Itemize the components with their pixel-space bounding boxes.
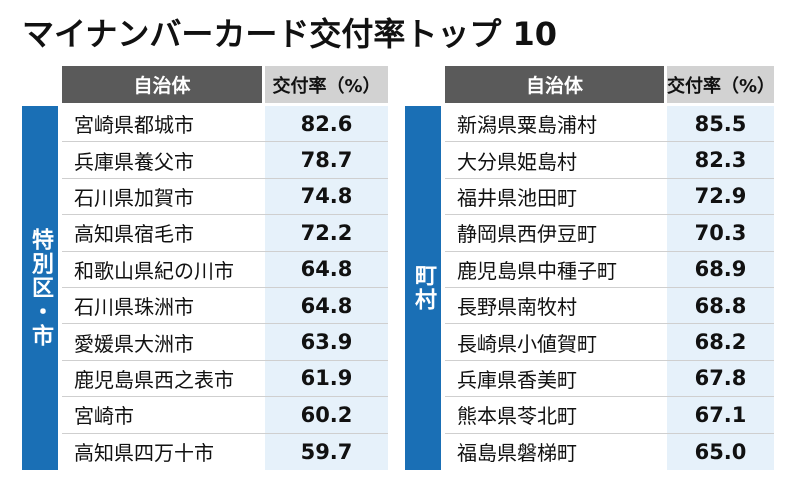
municipality-name: 大分県姫島村	[457, 149, 577, 174]
municipality-name: 鹿児島県中種子町	[457, 258, 617, 283]
municipality-name: 石川県珠洲市	[74, 295, 194, 320]
municipality-name: 熊本県苓北町	[457, 404, 577, 429]
table-row: 宮崎市 60.2	[62, 397, 388, 434]
table-row: 長崎県小値賀町 68.2	[445, 324, 774, 361]
table-row: 石川県加賀市 74.8	[62, 178, 388, 216]
table-header: 自治体 交付率（%）	[22, 66, 388, 103]
column-header-rate: 交付率（%）	[667, 66, 775, 103]
category-label: 町村	[411, 264, 436, 312]
rate-value: 70.3	[667, 215, 774, 251]
rate-value: 82.3	[667, 142, 774, 178]
table-row: 長野県南牧村 68.8	[445, 287, 774, 325]
rate-value: 72.9	[667, 178, 774, 215]
column-header-municipality: 自治体	[445, 66, 664, 103]
municipality-name: 静岡県西伊豆町	[457, 222, 597, 247]
table-row: 大分県姫島村 82.3	[445, 142, 774, 179]
municipality-name: 新潟県粟島浦村	[457, 113, 597, 138]
table-row: 静岡県西伊豆町 70.3	[445, 215, 774, 252]
table-row: 兵庫県香美町 67.8	[445, 360, 774, 398]
rate-value: 78.7	[265, 142, 388, 178]
rate-value: 64.8	[265, 287, 388, 324]
table-row: 福井県池田町 72.9	[445, 178, 774, 216]
rate-value: 72.2	[265, 215, 388, 251]
rate-value: 65.0	[667, 433, 774, 470]
category-band: 特別区・市	[22, 106, 58, 470]
rate-value: 64.8	[265, 251, 388, 287]
table-body: 新潟県粟島浦村 85.5 大分県姫島村 82.3 福井県池田町 72.9 静岡県西伊豆…	[445, 106, 774, 470]
rate-value: 85.5	[667, 106, 774, 142]
rate-value: 67.1	[667, 397, 774, 433]
rate-value: 67.8	[667, 360, 774, 397]
rate-value: 59.7	[265, 433, 388, 470]
rate-value: 68.2	[667, 324, 774, 360]
rate-value: 63.9	[265, 324, 388, 360]
municipality-name: 高知県宿毛市	[74, 222, 194, 247]
municipality-name: 兵庫県養父市	[74, 149, 194, 174]
table-row: 福島県磐梯町 65.0	[445, 433, 774, 470]
column-header-rate: 交付率（%）	[265, 66, 388, 103]
page-title: マイナンバーカード交付率トップ 10	[22, 15, 558, 53]
municipality-name: 兵庫県香美町	[457, 367, 577, 392]
municipality-name: 高知県四万十市	[74, 441, 214, 466]
rate-value: 82.6	[265, 106, 388, 142]
table-row: 熊本県苓北町 67.1	[445, 397, 774, 434]
municipality-name: 福島県磐梯町	[457, 441, 577, 466]
table-row: 高知県宿毛市 72.2	[62, 215, 388, 252]
category-label: 特別区・市	[28, 228, 53, 348]
municipality-name: 長野県南牧村	[457, 295, 577, 320]
table-row: 鹿児島県中種子町 68.9	[445, 251, 774, 288]
table-row: 新潟県粟島浦村 85.5	[445, 106, 774, 143]
table-row: 兵庫県養父市 78.7	[62, 142, 388, 179]
municipality-name: 鹿児島県西之表市	[74, 367, 234, 392]
municipality-name: 愛媛県大洲市	[74, 331, 194, 356]
rate-value: 68.9	[667, 251, 774, 287]
table-row: 鹿児島県西之表市 61.9	[62, 360, 388, 398]
rate-value: 68.8	[667, 287, 774, 324]
table-row: 和歌山県紀の川市 64.8	[62, 251, 388, 288]
rate-value: 60.2	[265, 397, 388, 433]
rate-value: 74.8	[265, 178, 388, 215]
column-header-municipality: 自治体	[62, 66, 262, 103]
municipality-name: 福井県池田町	[457, 185, 577, 210]
municipality-name: 長崎県小値賀町	[457, 331, 597, 356]
category-band: 町村	[405, 106, 441, 470]
municipality-name: 宮崎市	[74, 404, 134, 429]
municipality-name: 石川県加賀市	[74, 185, 194, 210]
table-row: 石川県珠洲市 64.8	[62, 287, 388, 325]
municipality-name: 和歌山県紀の川市	[74, 258, 234, 283]
table-body: 宮崎県都城市 82.6 兵庫県養父市 78.7 石川県加賀市 74.8 高知県宿毛市 7…	[62, 106, 388, 470]
table-row: 愛媛県大洲市 63.9	[62, 324, 388, 361]
table-row: 宮崎県都城市 82.6	[62, 106, 388, 143]
rate-value: 61.9	[265, 360, 388, 397]
table-header: 自治体 交付率（%）	[405, 66, 775, 103]
municipality-name: 宮崎県都城市	[74, 113, 194, 138]
table-row: 高知県四万十市 59.7	[62, 433, 388, 470]
